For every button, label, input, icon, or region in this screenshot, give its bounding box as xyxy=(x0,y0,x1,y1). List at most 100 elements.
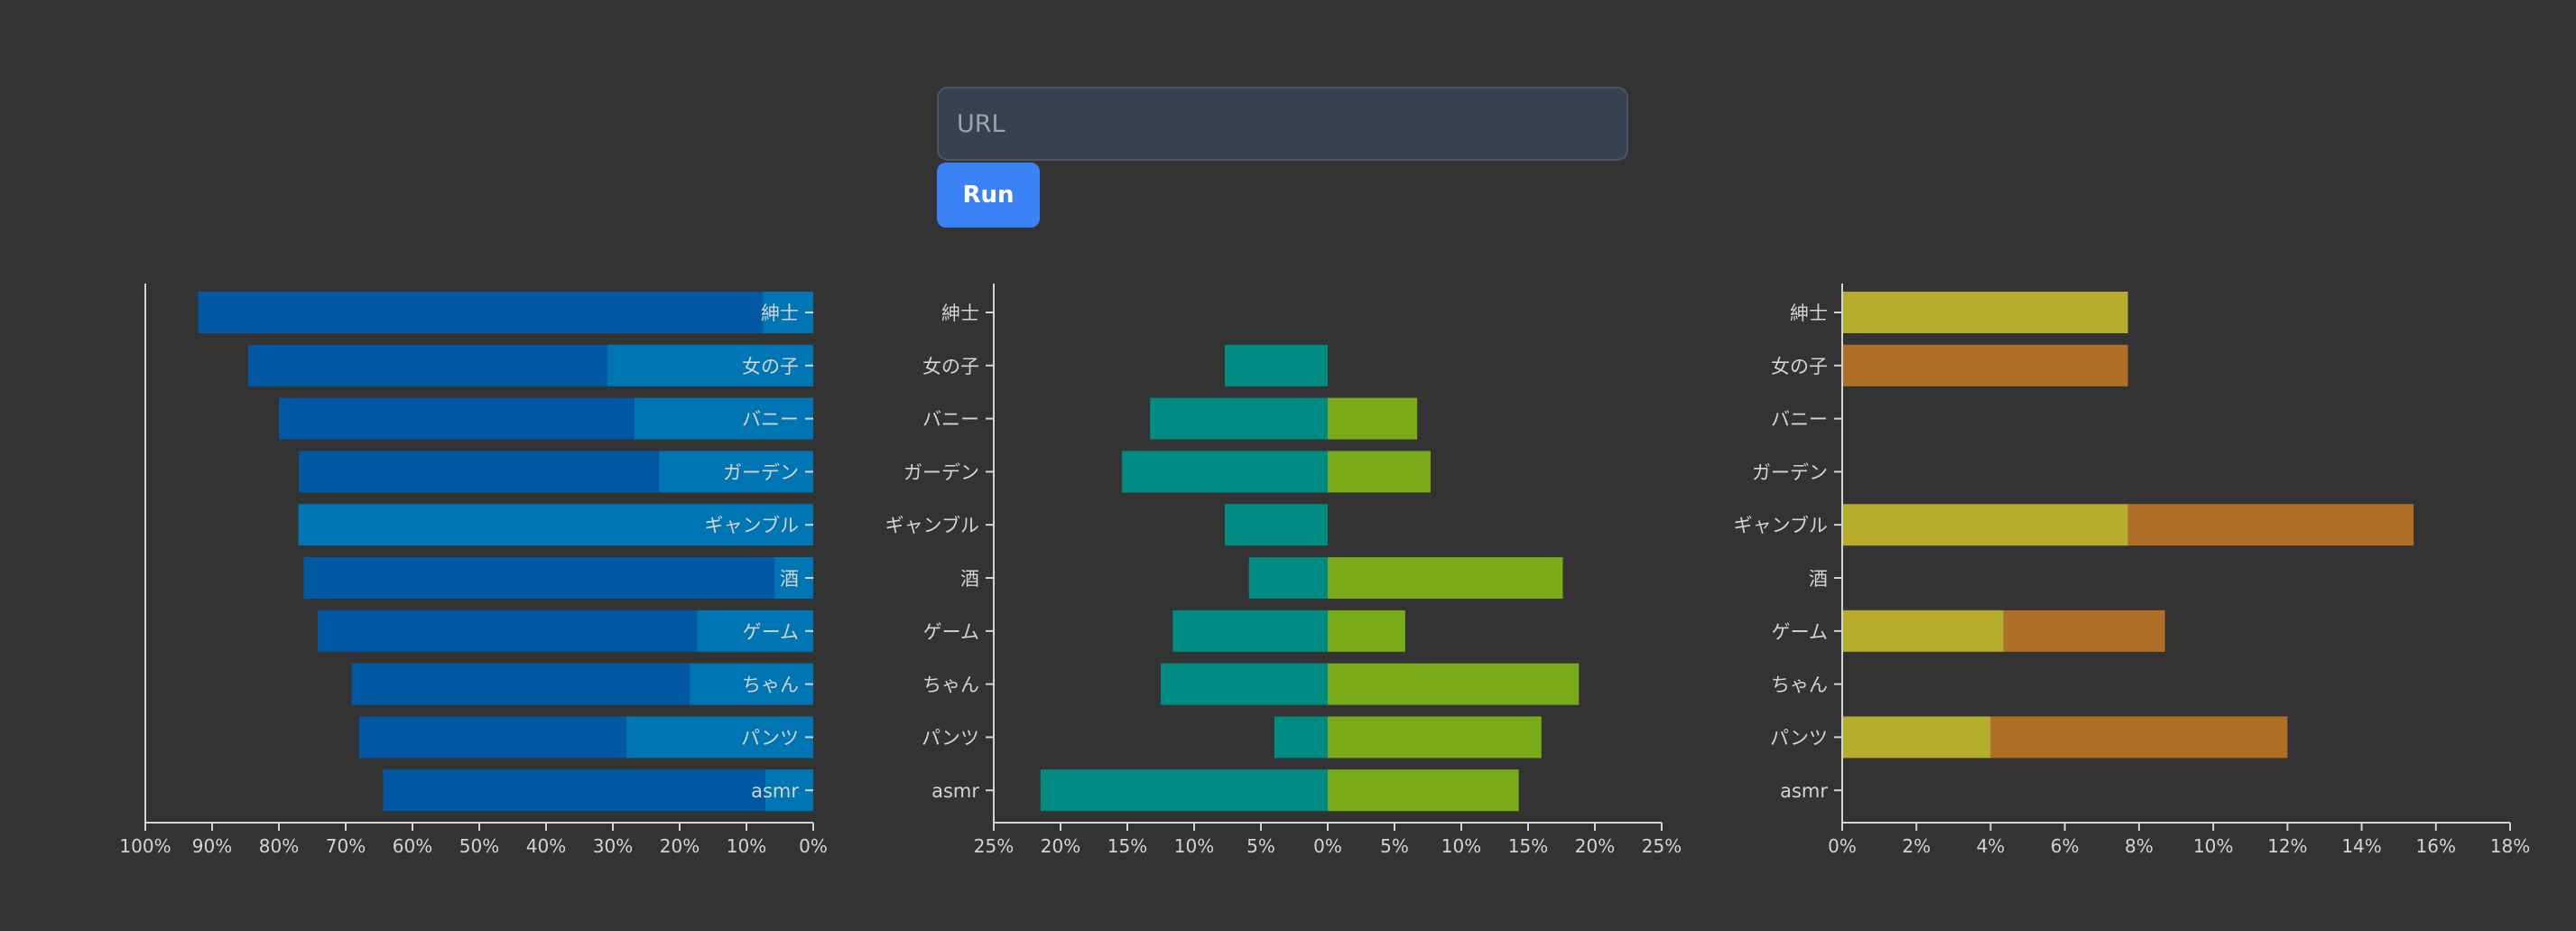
chart2-x-tick-label: 10% xyxy=(1174,835,1214,857)
chart1-bar xyxy=(690,663,813,705)
chart1-bar xyxy=(298,504,814,546)
chart3-y-tick-label: ゲーム xyxy=(1772,621,1828,643)
chart2-y-tick-label: ガーデン xyxy=(903,461,979,483)
chart3-y-tick-label: ちゃん xyxy=(1771,675,1828,696)
chart2-x-tick-label: 10% xyxy=(1441,835,1481,857)
chart1-y-tick-label: バニー xyxy=(742,409,799,431)
chart2-x-tick-label: 5% xyxy=(1246,835,1275,857)
chart1-bar xyxy=(247,344,608,386)
url-input[interactable] xyxy=(937,87,1628,161)
chart2-bar xyxy=(1172,610,1328,652)
chart1-y-tick-label: ギャンブル xyxy=(705,515,799,536)
chart1-bar xyxy=(279,397,635,440)
chart3-y-tick-label: ガーデン xyxy=(1752,461,1828,483)
chart1-bar xyxy=(317,610,698,652)
chart3-bar xyxy=(1990,716,2288,759)
chart3-bar xyxy=(2003,610,2165,652)
chart1-x-tick-label: 50% xyxy=(459,835,499,857)
chart1-x-tick-label: 70% xyxy=(326,835,366,857)
chart1-bar xyxy=(607,344,813,386)
chart1-x-tick-label: 30% xyxy=(593,835,633,857)
chart1-bar xyxy=(358,716,626,759)
chart3-bar xyxy=(2127,504,2414,546)
chart3-bar xyxy=(1842,716,1991,759)
chart3-bar xyxy=(1842,504,2128,546)
chart3-y-tick-label: asmr xyxy=(1780,780,1828,802)
chart1-y-tick-label: 酒 xyxy=(780,568,799,590)
chart2-bar xyxy=(1328,769,1519,812)
chart2-bar xyxy=(1328,663,1580,705)
chart2-x-tick-label: 15% xyxy=(1107,835,1147,857)
chart3-x-tick-label: 18% xyxy=(2490,835,2530,857)
chart1-y-tick-label: 女の子 xyxy=(742,356,799,377)
chart3-y-tick-label: 女の子 xyxy=(1771,356,1828,377)
chart1-bar xyxy=(303,557,775,599)
chart3-x-tick-label: 8% xyxy=(2125,835,2154,857)
chart1-y-tick-label: ちゃん xyxy=(742,675,799,696)
chart1-x-tick-label: 80% xyxy=(259,835,299,857)
chart3-x-tick-label: 2% xyxy=(1902,835,1931,857)
chart3-y-tick-label: ギャンブル xyxy=(1734,515,1828,536)
chart1-x-tick-label: 60% xyxy=(393,835,432,857)
chart2-bar xyxy=(1040,769,1328,812)
chart1-y-tick-label: 紳士 xyxy=(761,303,799,324)
chart3-y-tick-label: 酒 xyxy=(1809,568,1828,590)
chart2-bar xyxy=(1161,663,1328,705)
chart2-bar xyxy=(1225,344,1328,386)
chart2-bar xyxy=(1328,451,1431,493)
run-button[interactable]: Run xyxy=(937,163,1040,228)
chart1-x-tick-label: 100% xyxy=(119,835,171,857)
chart2-bar xyxy=(1248,557,1328,599)
chart3-bar xyxy=(1842,610,2004,652)
chart1-bar xyxy=(659,451,813,493)
chart1-x-tick-label: 20% xyxy=(660,835,700,857)
chart2-y-tick-label: ちゃん xyxy=(922,675,979,696)
chart1-bar xyxy=(634,397,813,440)
chart3-y-tick-label: バニー xyxy=(1771,409,1828,431)
chart2-x-tick-label: 0% xyxy=(1313,835,1342,857)
chart2-bar xyxy=(1328,557,1563,599)
chart2-bar xyxy=(1274,716,1328,759)
chart1-bar xyxy=(383,769,765,812)
chart3-bar xyxy=(1842,292,2128,333)
chart3-x-tick-label: 12% xyxy=(2267,835,2307,857)
chart1-x-tick-label: 40% xyxy=(526,835,566,857)
chart2-x-tick-label: 20% xyxy=(1041,835,1080,857)
chart2-y-tick-label: ギャンブル xyxy=(885,515,979,536)
chart3-bar xyxy=(1842,344,2128,386)
chart2-y-tick-label: 女の子 xyxy=(922,356,979,377)
chart1-bar xyxy=(625,716,813,759)
chart3-y-tick-label: 紳士 xyxy=(1790,303,1828,324)
chart2-y-tick-label: ゲーム xyxy=(923,621,979,643)
chart2-y-tick-label: バニー xyxy=(922,409,979,431)
chart3-x-tick-label: 10% xyxy=(2193,835,2233,857)
chart2-y-tick-label: 酒 xyxy=(960,568,979,590)
chart3-x-tick-label: 4% xyxy=(1977,835,2006,857)
chart2-y-tick-label: パンツ xyxy=(922,727,979,749)
chart1-y-tick-label: asmr xyxy=(751,780,799,802)
chart1-y-tick-label: ガーデン xyxy=(723,461,799,483)
chart2-y-tick-label: 紳士 xyxy=(941,303,979,324)
chart2-x-tick-label: 25% xyxy=(974,835,1014,857)
chart3-x-tick-label: 16% xyxy=(2416,835,2456,857)
chart1-bar xyxy=(763,292,813,333)
chart2-bar xyxy=(1122,451,1328,493)
chart2-bar xyxy=(1328,397,1418,440)
chart3-x-tick-label: 6% xyxy=(2051,835,2080,857)
chart1-x-tick-label: 10% xyxy=(727,835,766,857)
chart2-x-tick-label: 15% xyxy=(1508,835,1548,857)
chart1-y-tick-label: パンツ xyxy=(741,727,799,749)
chart1-bar xyxy=(351,663,690,705)
chart2-bar xyxy=(1150,397,1328,440)
chart1-bar xyxy=(697,610,813,652)
chart1-bar xyxy=(299,451,660,493)
chart1-y-tick-label: ゲーム xyxy=(743,621,799,643)
chart2-x-tick-label: 20% xyxy=(1575,835,1615,857)
chart2-bar xyxy=(1225,504,1328,546)
chart2-x-tick-label: 5% xyxy=(1380,835,1409,857)
chart1-x-tick-label: 90% xyxy=(192,835,232,857)
chart2-bar xyxy=(1328,716,1542,759)
